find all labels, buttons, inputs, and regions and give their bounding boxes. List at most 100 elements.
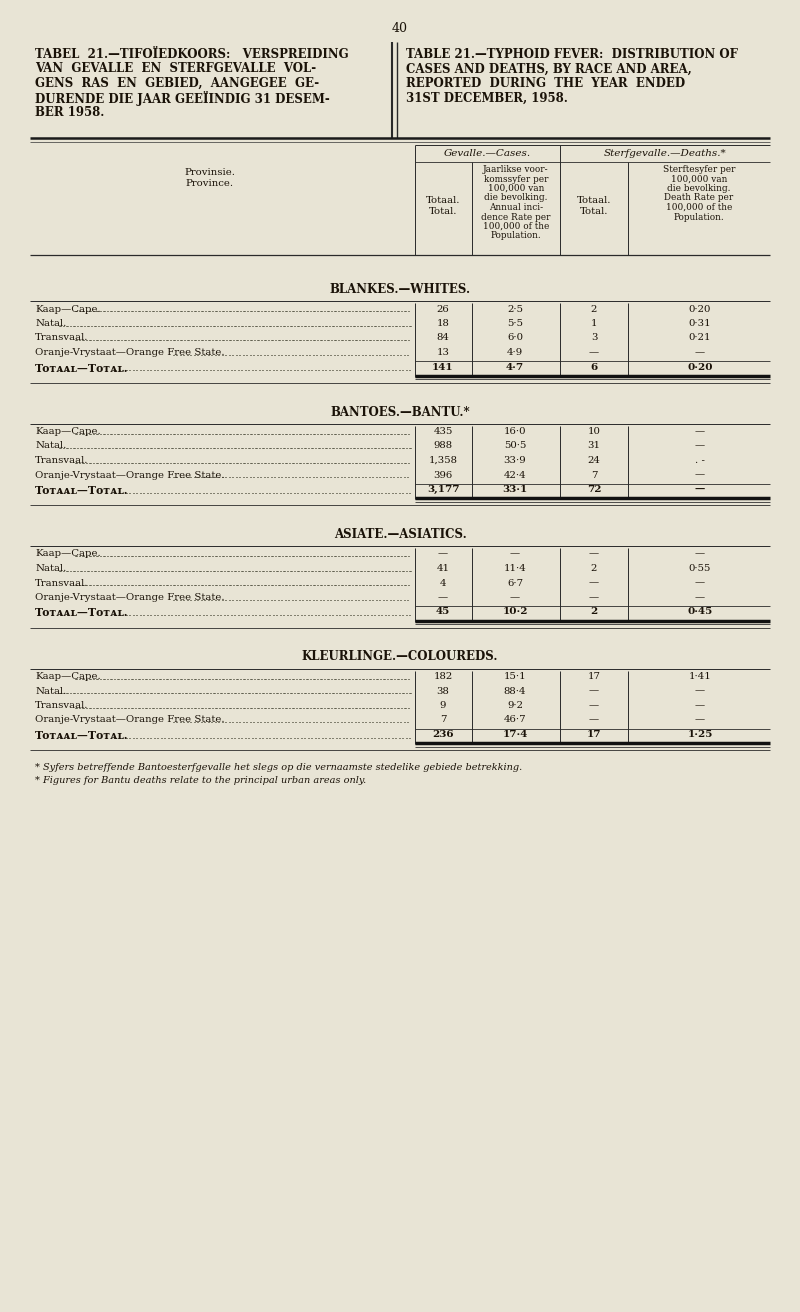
- Text: Provinsie.: Provinsie.: [185, 168, 235, 177]
- Text: 17: 17: [587, 672, 601, 681]
- Text: TABEL  21.—TIFOÏEDKOORS:   VERSPREIDING: TABEL 21.—TIFOÏEDKOORS: VERSPREIDING: [35, 49, 349, 60]
- Text: 38: 38: [437, 686, 450, 695]
- Text: 10·2: 10·2: [502, 607, 528, 617]
- Text: 0·21: 0·21: [689, 333, 711, 342]
- Text: 2·5: 2·5: [507, 304, 523, 314]
- Text: CASES AND DEATHS, BY RACE AND AREA,: CASES AND DEATHS, BY RACE AND AREA,: [406, 63, 692, 76]
- Text: —: —: [589, 715, 599, 724]
- Text: 1: 1: [590, 319, 598, 328]
- Text: —: —: [695, 485, 705, 495]
- Text: 396: 396: [434, 471, 453, 479]
- Text: Kaap—Cape.: Kaap—Cape.: [35, 672, 101, 681]
- Text: 24: 24: [587, 457, 601, 464]
- Text: 9·2: 9·2: [507, 701, 523, 710]
- Text: —: —: [695, 701, 705, 710]
- Text: Oranje-Vrystaat—Orange Free State.: Oranje-Vrystaat—Orange Free State.: [35, 593, 225, 602]
- Text: Transvaal.: Transvaal.: [35, 701, 89, 710]
- Text: —: —: [589, 348, 599, 357]
- Text: * Figures for Bantu deaths relate to the principal urban areas only.: * Figures for Bantu deaths relate to the…: [35, 775, 366, 785]
- Text: Sterfgevalle.—Deaths.*: Sterfgevalle.—Deaths.*: [604, 150, 726, 157]
- Text: —: —: [589, 550, 599, 559]
- Text: 3,177: 3,177: [426, 485, 459, 495]
- Text: Annual inci-: Annual inci-: [489, 203, 543, 213]
- Text: —: —: [695, 442, 705, 450]
- Text: Oranje-Vrystaat—Orange Free State.: Oranje-Vrystaat—Orange Free State.: [35, 471, 225, 479]
- Text: 2: 2: [590, 607, 598, 617]
- Text: 141: 141: [432, 362, 454, 371]
- Text: BLANKES.—WHITES.: BLANKES.—WHITES.: [330, 283, 470, 297]
- Text: 40: 40: [392, 22, 408, 35]
- Text: Natal.: Natal.: [35, 442, 66, 450]
- Text: —: —: [695, 593, 705, 602]
- Text: 41: 41: [437, 564, 450, 573]
- Text: 9: 9: [440, 701, 446, 710]
- Text: 7: 7: [590, 471, 598, 479]
- Text: 3: 3: [590, 333, 598, 342]
- Text: —: —: [695, 550, 705, 559]
- Text: Province.: Province.: [186, 178, 234, 188]
- Text: Tᴏᴛᴀᴀʟ—Tᴏᴛᴀʟ.: Tᴏᴛᴀᴀʟ—Tᴏᴛᴀʟ.: [35, 485, 129, 496]
- Text: komssyfer per: komssyfer per: [484, 174, 548, 184]
- Text: 15·1: 15·1: [504, 672, 526, 681]
- Text: —: —: [695, 686, 705, 695]
- Text: —: —: [438, 593, 448, 602]
- Text: 10: 10: [587, 426, 601, 436]
- Text: 6: 6: [590, 362, 598, 371]
- Text: . -: . -: [695, 457, 705, 464]
- Text: BANTOES.—BANTU.*: BANTOES.—BANTU.*: [330, 405, 470, 419]
- Text: —: —: [695, 348, 705, 357]
- Text: 45: 45: [436, 607, 450, 617]
- Text: 1,358: 1,358: [429, 457, 458, 464]
- Text: Death Rate per: Death Rate per: [664, 193, 734, 202]
- Text: die bevolking.: die bevolking.: [484, 193, 548, 202]
- Text: 50·5: 50·5: [504, 442, 526, 450]
- Text: 4: 4: [440, 579, 446, 588]
- Text: 33·9: 33·9: [504, 457, 526, 464]
- Text: 31: 31: [587, 442, 601, 450]
- Text: —: —: [589, 593, 599, 602]
- Text: 100,000 of the: 100,000 of the: [666, 203, 732, 213]
- Text: Oranje-Vrystaat—Orange Free State.: Oranje-Vrystaat—Orange Free State.: [35, 715, 225, 724]
- Text: 988: 988: [434, 442, 453, 450]
- Text: Gevalle.—Cases.: Gevalle.—Cases.: [444, 150, 531, 157]
- Text: 17: 17: [586, 729, 602, 739]
- Text: Total.: Total.: [430, 206, 458, 215]
- Text: TABLE 21.—TYPHOID FEVER:  DISTRIBUTION OF: TABLE 21.—TYPHOID FEVER: DISTRIBUTION OF: [406, 49, 738, 60]
- Text: ASIATE.—ASIATICS.: ASIATE.—ASIATICS.: [334, 527, 466, 541]
- Text: 18: 18: [437, 319, 450, 328]
- Text: 1·25: 1·25: [687, 729, 713, 739]
- Text: GENS  RAS  EN  GEBIED,  AANGEGEE  GE-: GENS RAS EN GEBIED, AANGEGEE GE-: [35, 77, 319, 91]
- Text: Kaap—Cape.: Kaap—Cape.: [35, 304, 101, 314]
- Text: KLEURLINGE.—COLOUREDS.: KLEURLINGE.—COLOUREDS.: [302, 651, 498, 664]
- Text: Jaarlikse voor-: Jaarlikse voor-: [483, 165, 549, 174]
- Text: Tᴏᴛᴀᴀʟ—Tᴏᴛᴀʟ.: Tᴏᴛᴀᴀʟ—Tᴏᴛᴀʟ.: [35, 362, 129, 374]
- Text: BER 1958.: BER 1958.: [35, 106, 104, 119]
- Text: 6·0: 6·0: [507, 333, 523, 342]
- Text: REPORTED  DURING  THE  YEAR  ENDED: REPORTED DURING THE YEAR ENDED: [406, 77, 685, 91]
- Text: Tᴏᴛᴀᴀʟ—Tᴏᴛᴀʟ.: Tᴏᴛᴀᴀʟ—Tᴏᴛᴀʟ.: [35, 607, 129, 618]
- Text: Kaap—Cape.: Kaap—Cape.: [35, 550, 101, 559]
- Text: —: —: [589, 701, 599, 710]
- Text: Population.: Population.: [490, 231, 542, 240]
- Text: 46·7: 46·7: [504, 715, 526, 724]
- Text: 1·41: 1·41: [689, 672, 711, 681]
- Text: 4·7: 4·7: [506, 362, 524, 371]
- Text: 84: 84: [437, 333, 450, 342]
- Text: * Syfers betreffende Bantoesterfgevalle het slegs op die vernaamste stedelike ge: * Syfers betreffende Bantoesterfgevalle …: [35, 764, 522, 771]
- Text: Totaal.: Totaal.: [426, 195, 461, 205]
- Text: dence Rate per: dence Rate per: [482, 213, 550, 222]
- Text: 0·45: 0·45: [687, 607, 713, 617]
- Text: Natal.: Natal.: [35, 319, 66, 328]
- Text: Sterftesyfer per: Sterftesyfer per: [662, 165, 735, 174]
- Text: 0·20: 0·20: [689, 304, 711, 314]
- Text: 42·4: 42·4: [504, 471, 526, 479]
- Text: Transvaal.: Transvaal.: [35, 457, 89, 464]
- Text: 13: 13: [437, 348, 450, 357]
- Text: Oranje-Vrystaat—Orange Free State.: Oranje-Vrystaat—Orange Free State.: [35, 348, 225, 357]
- Text: 26: 26: [437, 304, 450, 314]
- Text: 100,000 van: 100,000 van: [671, 174, 727, 184]
- Text: 435: 435: [434, 426, 453, 436]
- Text: —: —: [695, 426, 705, 436]
- Text: 31ST DECEMBER, 1958.: 31ST DECEMBER, 1958.: [406, 92, 568, 105]
- Text: 4·9: 4·9: [507, 348, 523, 357]
